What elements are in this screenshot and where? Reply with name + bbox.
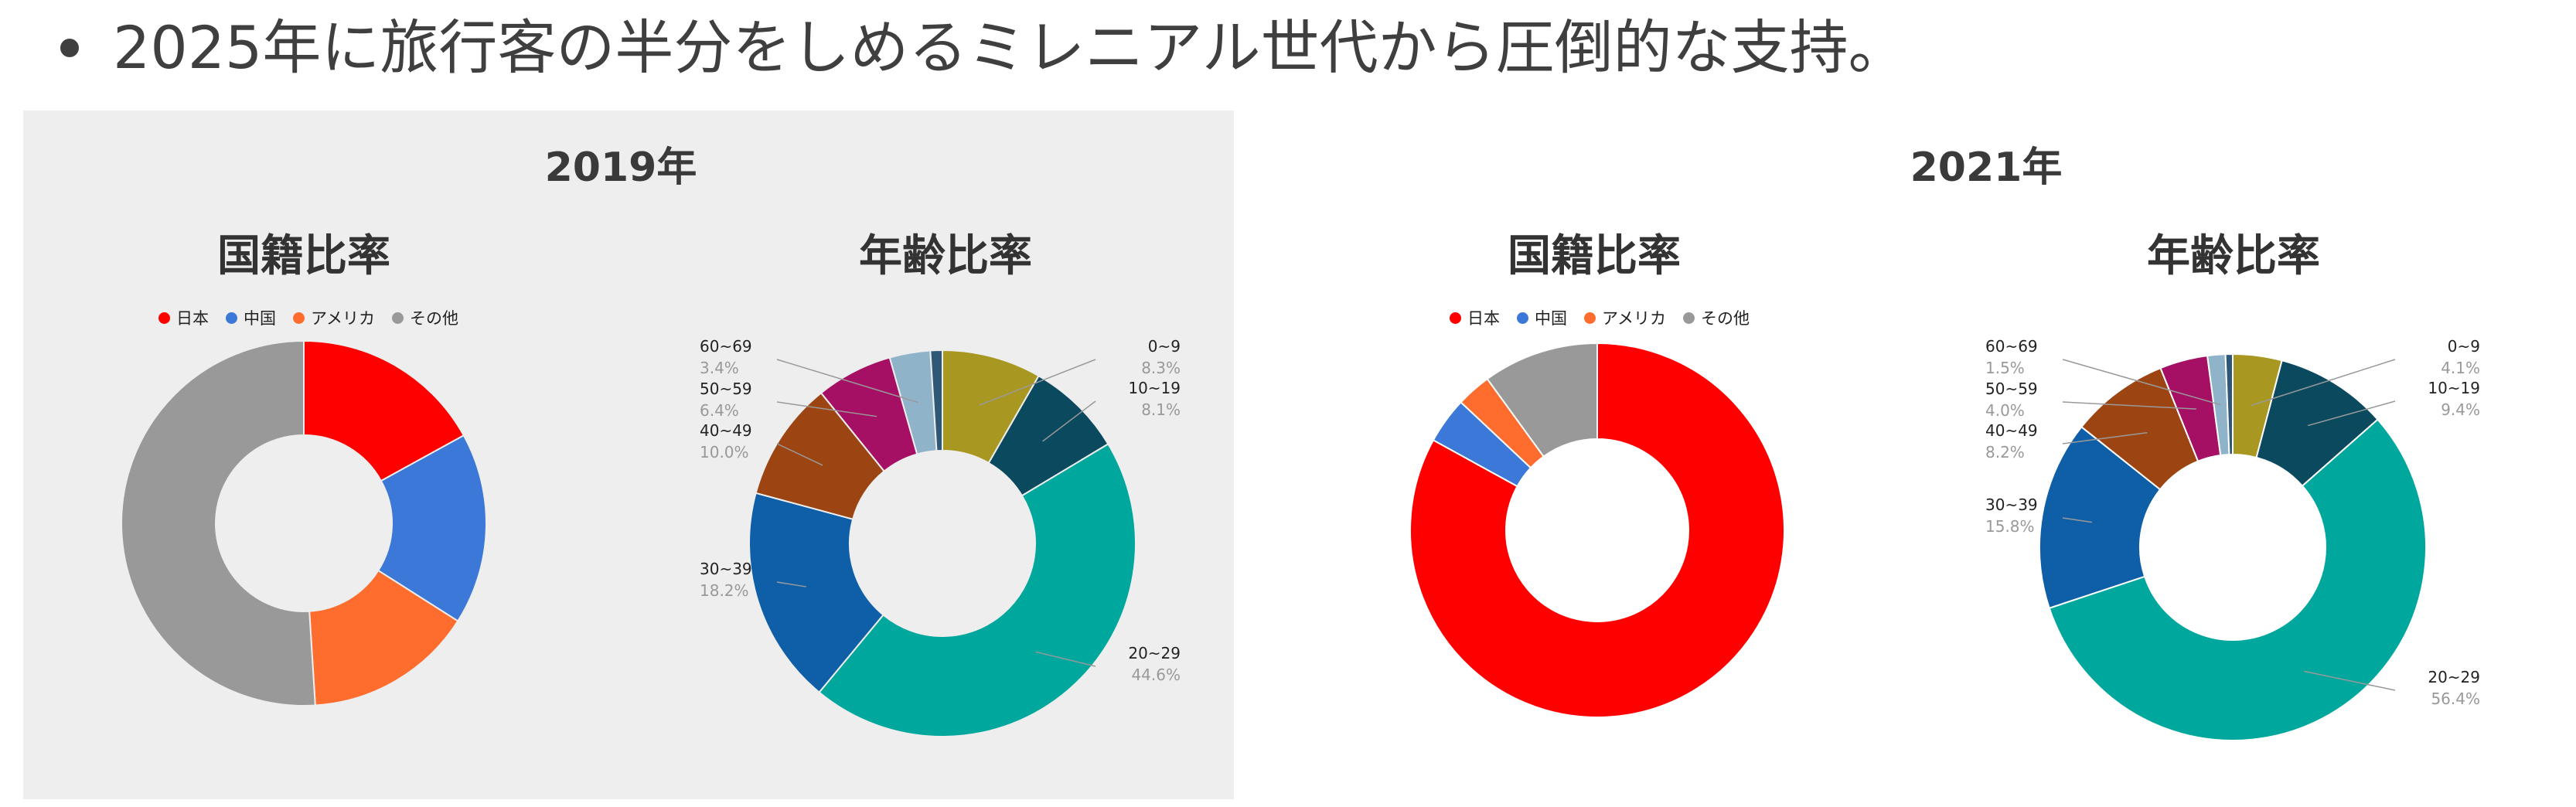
legend-item-america: アメリカ: [293, 306, 375, 329]
age-label-percent: 4.1%: [2441, 359, 2480, 377]
legend-label-japan: 日本: [176, 309, 209, 328]
donut-slice-30-39: [748, 492, 884, 694]
legend-dot-japan: [158, 312, 170, 324]
label-leader-line: [1035, 651, 1096, 667]
age-label-percent: 8.1%: [1141, 400, 1181, 419]
age-label-percent: 9.4%: [2441, 400, 2480, 419]
age-label-percent: 3.4%: [700, 359, 739, 377]
donut-slice-20-29: [2048, 418, 2427, 742]
legend-dot-china: [1517, 312, 1528, 324]
headline: 2025年に旅行客の半分をしめるミレニアル世代から圧倒的な支持。: [60, 11, 1907, 85]
donut-slice--: [121, 339, 316, 707]
donut-slice-70-: [2224, 352, 2234, 456]
year-title-2019: 2019年: [544, 145, 697, 191]
age-label-name: 0~9: [2448, 337, 2480, 356]
legend-nationality-2021: 日本 中国 アメリカ その他: [1450, 306, 1750, 329]
legend-dot-japan: [1450, 312, 1461, 324]
chart-title-nationality-2019: 国籍比率: [217, 231, 390, 281]
age-label-percent: 15.8%: [1985, 517, 2035, 536]
year-title-2021: 2021年: [1910, 145, 2063, 191]
legend-item-other: その他: [391, 306, 458, 329]
legend-label-china: 中国: [1535, 309, 1567, 328]
label-leader-line: [2062, 431, 2148, 444]
age-label-percent: 56.4%: [2431, 690, 2480, 708]
label-leader-line: [2251, 359, 2396, 407]
legend-label-other: その他: [1700, 309, 1750, 328]
label-leader-line: [776, 581, 806, 587]
legend-dot-america: [1584, 312, 1596, 324]
donut-slice-30-39: [2039, 425, 2162, 610]
age-label-name: 10~19: [1128, 379, 1181, 397]
age-label-name: 60~69: [1985, 337, 2038, 356]
legend-nationality-2019: 日本 中国 アメリカ その他: [158, 306, 458, 329]
label-leader-line: [2062, 401, 2196, 410]
legend-dot-china: [226, 312, 237, 324]
label-leader-line: [2307, 400, 2396, 427]
donut-slice-70-: [929, 349, 943, 452]
legend-item-other: その他: [1682, 306, 1750, 329]
legend-dot-other: [391, 312, 404, 324]
legend-dot-america: [293, 312, 305, 324]
legend-item-japan: 日本: [1450, 306, 1500, 329]
donut-slice--: [377, 434, 487, 622]
headline-text: 2025年に旅行客の半分をしめるミレニアル世代から圧倒的な支持。: [113, 13, 1907, 82]
legend-item-china: 中国: [1517, 306, 1567, 329]
label-leader-line: [1042, 400, 1096, 442]
legend-label-america: アメリカ: [311, 309, 375, 328]
age-label-name: 40~49: [700, 421, 752, 440]
age-label-name: 50~59: [1985, 380, 2038, 398]
age-label-name: 30~39: [1985, 495, 2038, 514]
legend-item-japan: 日本: [158, 306, 209, 329]
age-label-percent: 10.0%: [700, 443, 749, 461]
age-label-name: 60~69: [700, 337, 752, 356]
age-label-percent: 8.3%: [1141, 359, 1181, 377]
age-label-name: 0~9: [1148, 337, 1181, 356]
legend-label-america: アメリカ: [1602, 309, 1666, 328]
legend-label-china: 中国: [244, 309, 276, 328]
label-leader-line: [776, 359, 918, 404]
donut-slice--: [303, 339, 465, 482]
age-label-name: 30~39: [700, 560, 752, 578]
age-label-percent: 6.4%: [700, 401, 739, 420]
label-leader-line: [979, 359, 1096, 406]
age-label-percent: 8.2%: [1985, 443, 2025, 461]
legend-dot-other: [1682, 312, 1695, 324]
donut-slice--: [308, 569, 459, 707]
legend-item-america: アメリカ: [1584, 306, 1666, 329]
chart-title-age-2019: 年齢比率: [859, 231, 1032, 281]
age-label-percent: 1.5%: [1985, 359, 2025, 377]
label-leader-line: [2062, 517, 2092, 523]
donut-slice-20-29: [818, 443, 1136, 737]
bullet-point: [60, 39, 79, 57]
age-label-name: 10~19: [2428, 379, 2480, 397]
chart-title-nationality-2021: 国籍比率: [1508, 231, 1681, 281]
label-leader-line: [776, 443, 823, 466]
age-label-percent: 4.0%: [1985, 401, 2025, 420]
label-leader-line: [776, 401, 877, 417]
label-leader-line: [2304, 670, 2396, 691]
age-label-name: 20~29: [2428, 668, 2480, 686]
label-leader-line: [2062, 359, 2221, 406]
age-label-name: 40~49: [1985, 421, 2038, 440]
age-label-name: 20~29: [1128, 644, 1181, 662]
donut-slice--: [1409, 342, 1785, 718]
legend-label-other: その他: [409, 309, 458, 328]
donut-slice--: [1486, 342, 1598, 458]
legend-label-japan: 日本: [1467, 309, 1500, 328]
legend-item-china: 中国: [226, 306, 276, 329]
age-label-percent: 44.6%: [1131, 666, 1181, 684]
age-label-name: 50~59: [700, 380, 752, 398]
age-label-percent: 18.2%: [700, 581, 749, 600]
chart-title-age-2021: 年齢比率: [2147, 231, 2320, 281]
